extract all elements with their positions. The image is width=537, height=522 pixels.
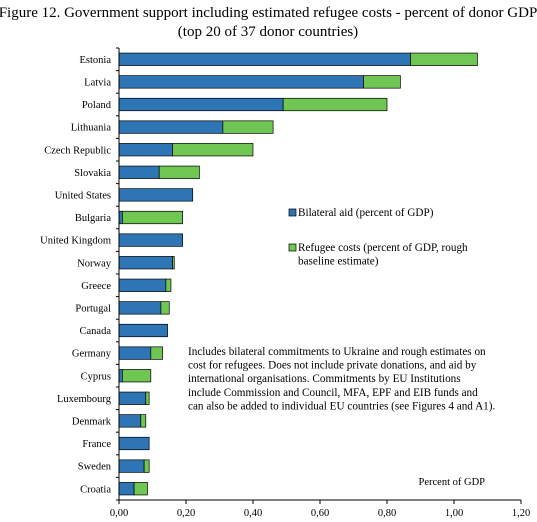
category-label-poland: Poland (82, 100, 112, 111)
category-label-cyprus: Cyprus (81, 371, 111, 382)
note-line: international organisations. Commitments… (188, 373, 461, 385)
bar-slovakia-series-2 (158, 165, 200, 179)
bar-cyprus-series-2 (121, 369, 152, 383)
bar-latvia-series-1 (118, 75, 364, 89)
category-label-sweden: Sweden (78, 462, 112, 473)
bar-estonia-series-1 (118, 52, 411, 66)
category-label-luxembourg: Luxembourg (57, 394, 112, 405)
bar-slovakia-series-1 (118, 165, 160, 179)
bar-canada-series-1 (118, 323, 168, 338)
bar-united-states-series-1 (118, 188, 194, 202)
category-label-bulgaria: Bulgaria (75, 213, 111, 224)
x-tick-label: 0,20 (177, 508, 195, 519)
bar-sweden-series-1 (118, 459, 145, 473)
category-label-germany: Germany (72, 349, 112, 360)
category-label-croatia: Croatia (80, 484, 111, 495)
x-tick-label: 0,60 (311, 508, 329, 519)
chart-title-line-2: (top 20 of 37 donor countries) (178, 24, 358, 40)
category-label-norway: Norway (77, 258, 112, 269)
category-label-denmark: Denmark (72, 417, 112, 428)
bar-lithuania-series-1 (118, 120, 224, 134)
bar-portugal-series-2 (160, 301, 170, 315)
bar-estonia-series-2 (410, 52, 478, 66)
x-tick-label: 0,80 (378, 508, 396, 519)
note-line: Includes bilateral commitments to Ukrain… (188, 346, 486, 358)
category-labels: Estonia Latvia Poland Lithuania Czech Republ… (40, 55, 112, 495)
bar-bulgaria-series-1 (118, 210, 123, 225)
bar-bulgaria-series-2 (121, 210, 183, 225)
bars-layer (118, 52, 478, 496)
note-line: include Commission and Council, MFA, EPF… (188, 387, 478, 399)
bar-united-kingdom-series-1 (118, 233, 184, 247)
x-axis: 0,00 0,20 0,40 0,60 0,80 1,00 1,20 (110, 47, 530, 519)
bar-denmark-series-2 (140, 414, 147, 428)
bar-portugal-series-1 (118, 301, 162, 315)
legend-swatch-1 (288, 208, 297, 217)
category-label-lithuania: Lithuania (71, 123, 112, 134)
x-axis-title: Percent of GDP (419, 477, 486, 488)
bar-czech-republic-series-2 (172, 143, 254, 157)
bar-greece-series-1 (118, 278, 167, 292)
bar-lithuania-series-2 (222, 120, 274, 134)
category-label-united-kingdom: United Kingdom (40, 236, 111, 247)
x-tick-label: 1,20 (512, 508, 530, 519)
bar-norway-series-2 (172, 256, 175, 270)
note-line: cost for refugees. Does not include priv… (188, 360, 477, 372)
category-label-france: France (82, 439, 111, 450)
bar-croatia-series-2 (133, 482, 148, 496)
bar-germany-series-1 (118, 346, 152, 360)
bar-luxembourg-series-2 (145, 391, 150, 405)
bar-sweden-series-2 (143, 459, 150, 473)
bar-france-series-1 (118, 436, 150, 451)
bar-cyprus-series-1 (118, 369, 123, 383)
legend-label-2: Refugee costs (percent of GDP, rough (298, 242, 468, 254)
category-label-united-states: United States (55, 191, 111, 202)
chart-title-line-1: Figure 12. Government support including … (0, 5, 537, 21)
bar-greece-series-2 (165, 278, 172, 292)
chart-note: Includes bilateral commitments to Ukrain… (188, 346, 495, 412)
bar-poland-series-2 (282, 97, 388, 112)
x-tick-label: 0,40 (244, 508, 262, 519)
legend-label-1: Bilateral aid (percent of GDP) (298, 207, 434, 219)
bar-poland-series-1 (118, 97, 284, 112)
note-line: can also be added to individual EU count… (188, 400, 495, 412)
category-label-portugal: Portugal (75, 304, 111, 315)
x-tick-label: 1,00 (445, 508, 463, 519)
legend: Bilateral aid (percent of GDP) Refugee co… (288, 207, 468, 268)
bar-norway-series-1 (118, 256, 173, 270)
bar-luxembourg-series-1 (118, 391, 147, 405)
category-label-slovakia: Slovakia (74, 168, 111, 179)
chart-title: Figure 12. Government support including … (0, 5, 537, 40)
category-label-latvia: Latvia (84, 78, 111, 89)
category-label-greece: Greece (81, 281, 111, 292)
x-tick-label: 0,00 (110, 508, 128, 519)
category-label-czech-republic: Czech Republic (44, 145, 111, 156)
bar-croatia-series-1 (118, 482, 135, 496)
bar-denmark-series-1 (118, 414, 142, 428)
legend-swatch-2 (288, 243, 297, 252)
bar-czech-republic-series-1 (118, 143, 173, 157)
legend-label-2: baseline estimate) (298, 256, 379, 268)
bar-germany-series-2 (150, 346, 163, 360)
bar-latvia-series-2 (363, 75, 401, 89)
category-label-canada: Canada (80, 326, 112, 337)
category-label-estonia: Estonia (80, 55, 112, 66)
